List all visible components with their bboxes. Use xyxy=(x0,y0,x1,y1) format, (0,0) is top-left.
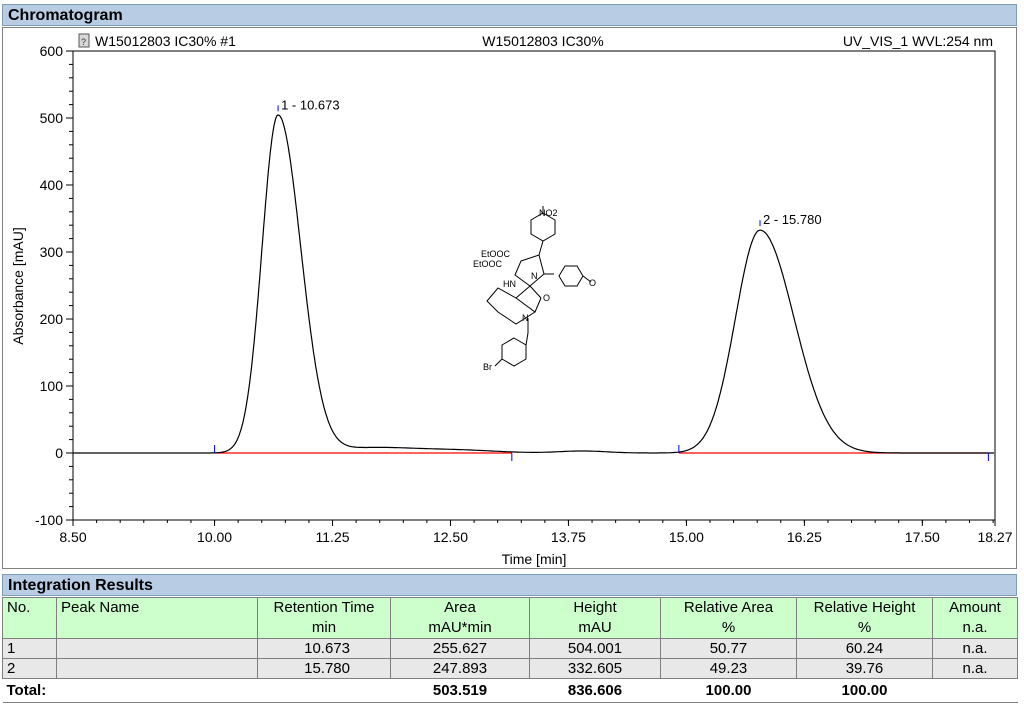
y-tick-label: 200 xyxy=(40,311,64,327)
chromatogram-section-bar: Chromatogram xyxy=(2,4,1017,26)
peak-label: 2 - 15.780 xyxy=(763,212,822,227)
y-tick-label: -100 xyxy=(35,512,63,528)
cell-no: 2 xyxy=(2,658,57,679)
cell-no: 1 xyxy=(2,638,57,659)
cell-height: 332.605 xyxy=(529,658,661,679)
chart-panel: ? W15012803 IC30% #1 W15012803 IC30% UV_… xyxy=(2,27,1017,569)
table-row: 2 15.780 247.893 332.605 49.23 39.76 n.a… xyxy=(2,658,1018,679)
ester1-label: EtOOC xyxy=(481,249,511,259)
chemical-structure-labels: NO2 EtOOC EtOOC HN N N O O Br xyxy=(473,208,596,372)
y-axis-label: Absorbance [mAU] xyxy=(10,227,26,345)
total-height: 836.606 xyxy=(529,678,661,703)
svg-text:?: ? xyxy=(81,37,86,47)
table-header-row: No. Peak Name Retention Time min Area mAU*… xyxy=(2,597,1018,639)
cell-rt: 10.673 xyxy=(257,638,391,659)
table-row: 1 10.673 255.627 504.001 50.77 60.24 n.a… xyxy=(2,638,1018,659)
total-rt xyxy=(257,678,391,703)
y-tick-label: 0 xyxy=(55,445,63,461)
x-axis-label: Time [min] xyxy=(502,551,567,567)
table-total-row: Total: 503.519 836.606 100.00 100.00 xyxy=(2,678,1018,703)
total-rel-area: 100.00 xyxy=(660,678,797,703)
x-tick-label: 12.50 xyxy=(433,529,468,545)
y-tick-label: 600 xyxy=(40,43,64,59)
header-height: Height mAU xyxy=(529,597,661,639)
chromatogram-trace xyxy=(73,114,995,454)
methoxy-label: O xyxy=(589,278,596,288)
total-area: 503.519 xyxy=(390,678,530,703)
chart-header-center: W15012803 IC30% xyxy=(482,33,603,49)
nh-label: HN xyxy=(503,279,516,289)
chromatogram-chart: ? W15012803 IC30% #1 W15012803 IC30% UV_… xyxy=(10,33,1013,567)
cell-amount: n.a. xyxy=(932,638,1018,659)
cell-rel-height: 39.76 xyxy=(796,658,933,679)
x-tick-label: 17.50 xyxy=(905,529,940,545)
x-tick-label: 16.25 xyxy=(787,529,822,545)
cell-height: 504.001 xyxy=(529,638,661,659)
nitro-label: NO2 xyxy=(539,208,558,218)
x-axis-ticks: 8.50 10.00 11.25 12.50 13.75 15.00 16.25 17.50 1… xyxy=(59,520,1013,545)
ester2-label: EtOOC xyxy=(473,259,503,269)
header-retention-time: Retention Time min xyxy=(257,597,391,639)
total-label: Total: xyxy=(2,678,258,703)
cell-peak-name xyxy=(56,638,258,659)
total-amount xyxy=(932,678,1018,703)
header-area: Area mAU*min xyxy=(390,597,530,639)
doc-icon: ? xyxy=(78,33,90,48)
cell-peak-name xyxy=(56,658,258,679)
x-tick-label: 15.00 xyxy=(669,529,704,545)
total-rel-height: 100.00 xyxy=(796,678,933,703)
integration-table: No. Peak Name Retention Time min Area mAU*… xyxy=(2,597,1018,703)
n1-label: N xyxy=(531,271,538,281)
chemical-structure xyxy=(486,206,592,367)
y-tick-label: 400 xyxy=(40,177,64,193)
integration-section-bar: Integration Results xyxy=(2,574,1017,596)
y-tick-label: 500 xyxy=(40,110,64,126)
carbonyl-label: O xyxy=(543,293,550,303)
plot-frame xyxy=(72,50,996,521)
chart-header-left: W15012803 IC30% #1 xyxy=(95,33,236,49)
x-tick-label: 10.00 xyxy=(197,529,232,545)
chart-header-right: UV_VIS_1 WVL:254 nm xyxy=(843,33,993,49)
y-tick-label: 100 xyxy=(40,378,64,394)
y-tick-label: 300 xyxy=(40,244,64,260)
chromatogram-section-title: Chromatogram xyxy=(8,7,123,24)
integration-section-title: Integration Results xyxy=(8,577,153,594)
peak-labels: 1 - 10.673 2 - 15.780 xyxy=(277,97,822,227)
peak-label: 1 - 10.673 xyxy=(281,97,340,112)
n2-label: N xyxy=(522,313,529,323)
x-tick-label: 8.50 xyxy=(59,529,86,545)
header-relative-area: Relative Area% xyxy=(660,597,797,639)
integration-markers xyxy=(214,445,989,461)
cell-amount: n.a. xyxy=(932,658,1018,679)
header-peak-name: Peak Name xyxy=(56,597,258,639)
bromo-label: Br xyxy=(483,362,492,372)
x-tick-label: 13.75 xyxy=(551,529,586,545)
cell-rt: 15.780 xyxy=(257,658,391,679)
header-amount: Amount n.a. xyxy=(932,597,1018,639)
cell-area: 247.893 xyxy=(390,658,530,679)
y-axis-ticks: -100 0 100 200 300 400 500 600 xyxy=(35,43,73,528)
header-no: No. xyxy=(2,597,57,639)
cell-rel-height: 60.24 xyxy=(796,638,933,659)
x-tick-label: 11.25 xyxy=(316,529,350,545)
cell-rel-area: 49.23 xyxy=(660,658,797,679)
x-tick-label: 18.27 xyxy=(977,529,1012,545)
header-relative-height: Relative Height% xyxy=(796,597,933,639)
cell-area: 255.627 xyxy=(390,638,530,659)
cell-rel-area: 50.77 xyxy=(660,638,797,659)
